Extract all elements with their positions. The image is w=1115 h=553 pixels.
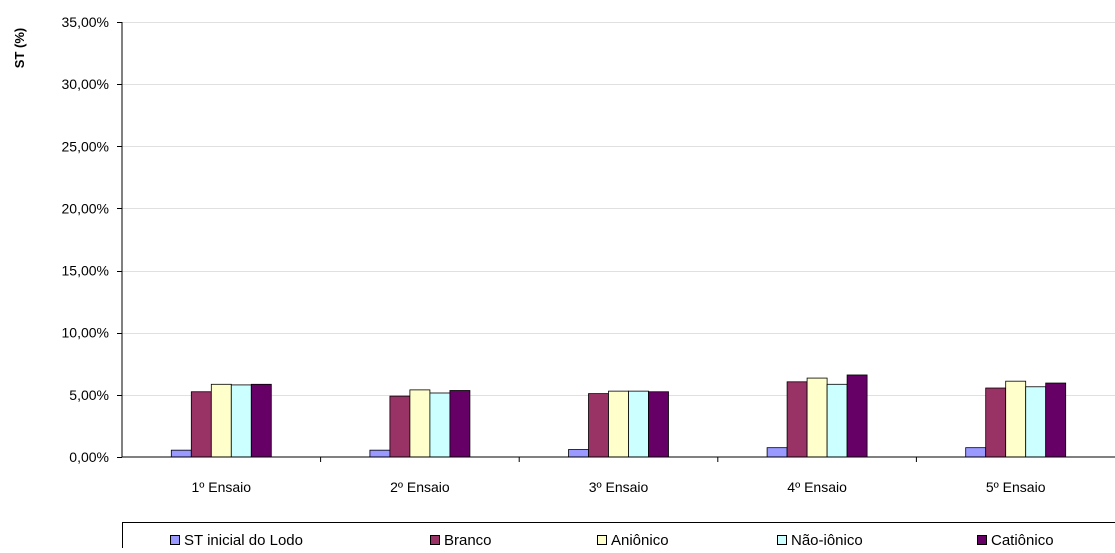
bar bbox=[629, 391, 649, 457]
legend: ST inicial do Lodo Branco Aniônico Não-iôni… bbox=[123, 523, 1115, 549]
bar bbox=[609, 391, 629, 457]
legend-label: Catiônico bbox=[991, 532, 1054, 548]
bar bbox=[191, 392, 211, 457]
y-tick-labels: 0,00% 5,00% 10,00% 15,00% 20,00% 25,00% 30,00%… bbox=[62, 14, 122, 465]
y-tick-label: 5,00% bbox=[69, 387, 109, 403]
gridlines bbox=[122, 23, 1115, 396]
legend-label: ST inicial do Lodo bbox=[184, 532, 303, 548]
bar bbox=[589, 394, 609, 457]
bar bbox=[390, 396, 410, 457]
legend-label: Branco bbox=[444, 532, 492, 548]
bar bbox=[787, 382, 807, 457]
x-tick-label: 3º Ensaio bbox=[589, 479, 649, 495]
legend-swatch bbox=[598, 536, 607, 545]
y-tick-label: 30,00% bbox=[62, 76, 109, 92]
bar bbox=[1006, 381, 1026, 457]
y-tick-label: 15,00% bbox=[62, 263, 109, 279]
bar bbox=[986, 388, 1006, 457]
bar bbox=[1046, 383, 1066, 457]
legend-label: Não-iônico bbox=[791, 532, 863, 548]
x-tick-label: 1º Ensaio bbox=[191, 479, 251, 495]
bar bbox=[569, 450, 589, 457]
bar bbox=[171, 450, 191, 457]
y-tick-label: 10,00% bbox=[62, 325, 109, 341]
bar bbox=[966, 448, 986, 457]
bar bbox=[847, 375, 867, 457]
y-tick-label: 20,00% bbox=[62, 200, 109, 216]
bar bbox=[251, 384, 271, 457]
x-tick-label: 2º Ensaio bbox=[390, 479, 450, 495]
bar bbox=[649, 392, 669, 457]
y-tick-label: 0,00% bbox=[69, 449, 109, 465]
bar bbox=[450, 391, 470, 457]
bar bbox=[370, 450, 390, 457]
bars bbox=[171, 375, 1065, 457]
x-tick-label: 4º Ensaio bbox=[787, 479, 847, 495]
legend-label: Aniônico bbox=[611, 532, 669, 548]
bar bbox=[410, 390, 430, 457]
bar bbox=[767, 448, 787, 457]
legend-swatch bbox=[778, 536, 787, 545]
y-axis-title: ST (%) bbox=[12, 28, 27, 68]
y-tick-label: 35,00% bbox=[62, 14, 109, 30]
legend-swatch bbox=[978, 536, 987, 545]
bar bbox=[231, 385, 251, 457]
bar bbox=[1026, 387, 1046, 457]
bar bbox=[807, 378, 827, 457]
bar bbox=[827, 384, 847, 457]
x-tick-label: 5º Ensaio bbox=[986, 479, 1046, 495]
x-tick-labels: 1º Ensaio 2º Ensaio 3º Ensaio 4º Ensaio 5º E… bbox=[191, 457, 1045, 495]
legend-swatch bbox=[431, 536, 440, 545]
bar bbox=[430, 393, 450, 457]
legend-swatch bbox=[171, 536, 180, 545]
bar bbox=[211, 384, 231, 457]
y-tick-label: 25,00% bbox=[62, 138, 109, 154]
